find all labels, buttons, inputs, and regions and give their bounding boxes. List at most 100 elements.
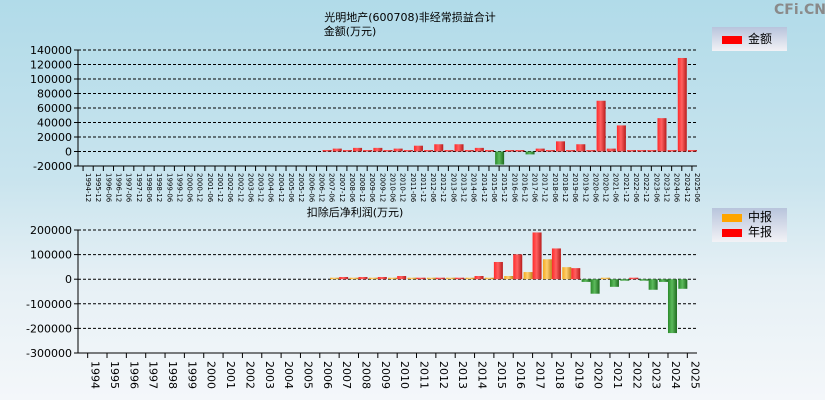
x-tick-label: 2016-06 [510,173,518,203]
x-tick-label: 2010 [398,361,411,389]
x-tick-label: 2019-12 [581,173,589,202]
x-tick-label: 1995-12 [94,173,102,202]
bar-annual [416,277,426,280]
bar-annual [339,276,349,280]
x-tick-label: 2024 [669,361,682,389]
x-tick-label: 2024-12 [683,173,691,202]
bar-interim [581,279,591,282]
bar-interim [484,277,494,280]
bar-amount [373,147,383,152]
bar-amount [576,144,586,152]
x-tick-label: 2000-12 [196,173,204,202]
bar-annual [493,261,503,280]
bar-interim [407,277,417,280]
x-tick-label: 2008 [359,361,372,389]
legend-label-interim: 中报 [748,210,773,224]
x-tick-label: 2007 [340,361,353,389]
x-tick-label: 2016 [514,361,527,389]
bar-amount [535,148,545,152]
bar-amount [434,144,444,152]
y-tick-label: 0 [65,146,72,159]
x-tick-label: 2004-12 [277,173,285,202]
x-tick-label: 2009 [379,361,392,389]
x-tick-label: 2018 [553,361,566,389]
bar-annual [590,279,600,294]
x-tick-label: 2017-06 [531,173,539,203]
bar-amount [687,150,697,152]
bar-interim [330,277,340,280]
bar-amount [363,150,373,152]
x-tick-label: 1998 [166,361,179,389]
x-tick-label: 2005 [301,361,314,389]
bar-interim [620,279,630,281]
bar-annual [513,254,523,280]
bar-amount [566,150,576,152]
bar-interim [465,277,475,280]
x-tick-label: 1998-06 [145,173,153,203]
x-tick-label: 2012-12 [439,173,447,202]
x-tick-label: 2002-06 [226,173,234,203]
x-tick-label: 2021-06 [612,173,620,203]
bar-amount [505,150,515,152]
bar-amount [383,150,393,152]
x-tick-label: 2003-06 [246,173,254,203]
y-tick-label: 20000 [37,131,72,144]
bar-interim [349,277,359,280]
x-tick-label: 2022 [630,361,643,389]
x-tick-label: 2011-06 [409,173,417,203]
x-tick-label: 2008-12 [358,173,366,202]
x-tick-label: 1994 [89,361,102,389]
bar-annual [455,277,465,280]
x-tick-label: 2004 [282,361,295,389]
legend-label-annual: 年报 [748,225,773,239]
x-tick-label: 1994-12 [84,173,92,202]
bar-annual [397,276,407,280]
x-tick-label: 2020-12 [602,173,610,202]
bar-interim [542,259,552,280]
x-tick-label: 2013-12 [460,173,468,202]
bar-interim [678,279,688,289]
x-tick-label: 2009-06 [368,173,376,203]
x-tick-label: 2010-12 [399,173,407,202]
bar-interim [426,277,436,280]
x-tick-label: 2017-12 [541,173,549,202]
bar-amount [393,148,403,152]
x-tick-label: 2003-12 [257,173,265,202]
x-tick-label: 2025-06 [693,173,701,203]
x-tick-label: 2016-12 [520,173,528,202]
x-tick-label: 2006-12 [317,173,325,202]
x-tick-label: 1996-06 [104,173,112,203]
x-tick-label: 2009-12 [378,173,386,202]
bar-interim [504,276,514,280]
x-tick-label: 2021 [611,361,624,389]
x-tick-label: 1997 [147,361,160,389]
x-tick-label: 2012-06 [429,173,437,203]
bar-amount [545,150,555,152]
bar-amount [484,150,494,152]
x-tick-label: 2015-06 [490,173,498,203]
bar-annual [667,279,677,334]
x-tick-label: 2001-06 [206,173,214,203]
x-tick-label: 2023 [650,361,663,389]
y-tick-label: 0 [65,273,72,286]
y-tick-label: 100000 [30,73,72,86]
y-tick-label: -300000 [26,347,72,360]
x-tick-label: 2015 [495,361,508,389]
bar-amount [647,150,657,152]
x-tick-label: 2022-06 [632,173,640,203]
bar-interim [368,277,378,280]
chart2-title: 扣除后净利润(万元) [307,205,404,219]
bar-amount [657,118,667,152]
x-tick-label: 2003 [263,361,276,389]
bar-amount [322,150,332,152]
bar-interim [523,272,533,280]
bar-amount [332,148,342,152]
bar-amount [667,150,677,152]
x-tick-label: 2001-12 [216,173,224,202]
legend-label-amount: 金额 [748,32,773,46]
bar-amount [596,100,606,152]
bar-interim [600,277,610,280]
x-tick-label: 2006-06 [307,173,315,203]
